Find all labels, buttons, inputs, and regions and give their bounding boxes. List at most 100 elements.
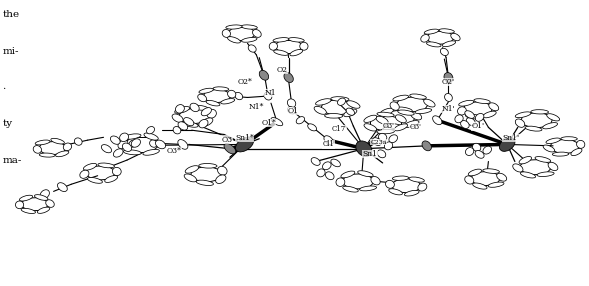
- Ellipse shape: [421, 35, 429, 42]
- Text: O3*: O3*: [167, 147, 181, 155]
- Ellipse shape: [389, 135, 398, 143]
- Ellipse shape: [274, 50, 288, 55]
- Ellipse shape: [577, 140, 585, 148]
- Ellipse shape: [80, 170, 89, 178]
- Ellipse shape: [143, 149, 160, 155]
- Ellipse shape: [39, 153, 55, 157]
- Ellipse shape: [542, 123, 558, 129]
- Text: ma-: ma-: [2, 156, 22, 164]
- Ellipse shape: [415, 109, 432, 114]
- Ellipse shape: [120, 133, 128, 142]
- Ellipse shape: [15, 201, 24, 209]
- Ellipse shape: [201, 108, 211, 116]
- Ellipse shape: [364, 124, 376, 131]
- Ellipse shape: [411, 112, 422, 120]
- Text: Sn1': Sn1': [502, 134, 519, 142]
- Text: O2: O2: [277, 65, 287, 74]
- Ellipse shape: [118, 140, 128, 149]
- Text: O3': O3': [382, 122, 395, 130]
- Text: .: .: [2, 82, 6, 91]
- Ellipse shape: [531, 110, 548, 114]
- Ellipse shape: [55, 151, 69, 157]
- Ellipse shape: [241, 37, 257, 42]
- Ellipse shape: [317, 169, 325, 177]
- Ellipse shape: [213, 87, 229, 91]
- Ellipse shape: [488, 182, 504, 187]
- Ellipse shape: [475, 114, 484, 121]
- Ellipse shape: [483, 169, 499, 173]
- Ellipse shape: [271, 118, 283, 126]
- Ellipse shape: [520, 172, 535, 178]
- Ellipse shape: [409, 177, 425, 182]
- Ellipse shape: [389, 189, 402, 195]
- Ellipse shape: [347, 101, 360, 108]
- Ellipse shape: [51, 138, 64, 144]
- Text: O1: O1: [287, 107, 298, 115]
- Ellipse shape: [515, 112, 531, 118]
- Ellipse shape: [198, 94, 207, 102]
- Ellipse shape: [155, 140, 166, 149]
- Ellipse shape: [525, 126, 542, 131]
- Ellipse shape: [475, 150, 484, 158]
- Ellipse shape: [497, 173, 507, 181]
- Ellipse shape: [40, 190, 49, 199]
- Ellipse shape: [182, 121, 198, 127]
- Ellipse shape: [74, 138, 82, 145]
- Ellipse shape: [390, 102, 399, 110]
- Ellipse shape: [395, 115, 406, 123]
- Ellipse shape: [458, 107, 466, 115]
- Ellipse shape: [466, 118, 475, 126]
- Ellipse shape: [84, 163, 97, 170]
- Ellipse shape: [442, 41, 456, 47]
- Ellipse shape: [101, 145, 111, 153]
- Ellipse shape: [176, 105, 184, 113]
- Ellipse shape: [185, 166, 198, 173]
- Ellipse shape: [131, 139, 140, 147]
- Ellipse shape: [284, 73, 293, 82]
- Ellipse shape: [344, 109, 357, 117]
- Ellipse shape: [324, 136, 333, 145]
- Ellipse shape: [445, 94, 452, 102]
- Ellipse shape: [300, 42, 308, 50]
- Ellipse shape: [455, 115, 463, 123]
- Ellipse shape: [224, 144, 236, 154]
- Ellipse shape: [423, 99, 435, 107]
- Ellipse shape: [543, 145, 555, 152]
- Ellipse shape: [221, 99, 235, 104]
- Ellipse shape: [394, 124, 408, 131]
- Ellipse shape: [483, 111, 496, 118]
- Ellipse shape: [316, 99, 331, 105]
- Ellipse shape: [111, 136, 120, 144]
- Ellipse shape: [489, 103, 499, 111]
- Ellipse shape: [395, 107, 412, 112]
- Ellipse shape: [253, 29, 262, 37]
- Ellipse shape: [199, 120, 208, 128]
- Ellipse shape: [393, 95, 409, 101]
- Ellipse shape: [325, 114, 343, 118]
- Ellipse shape: [392, 176, 409, 180]
- Ellipse shape: [196, 180, 213, 186]
- Ellipse shape: [372, 138, 381, 146]
- Ellipse shape: [341, 171, 355, 178]
- Ellipse shape: [222, 29, 230, 37]
- Ellipse shape: [206, 100, 220, 106]
- Ellipse shape: [207, 109, 216, 118]
- Text: the: the: [2, 10, 19, 19]
- Ellipse shape: [248, 45, 256, 52]
- Ellipse shape: [405, 190, 419, 196]
- Ellipse shape: [234, 92, 243, 100]
- Ellipse shape: [227, 90, 236, 98]
- Ellipse shape: [58, 183, 67, 192]
- Ellipse shape: [346, 108, 355, 115]
- Ellipse shape: [336, 178, 345, 186]
- Ellipse shape: [513, 164, 523, 172]
- Ellipse shape: [63, 143, 72, 151]
- Ellipse shape: [422, 141, 431, 151]
- Ellipse shape: [499, 138, 515, 151]
- Ellipse shape: [236, 137, 254, 152]
- Text: mi-: mi-: [2, 47, 19, 56]
- Ellipse shape: [323, 162, 331, 170]
- Ellipse shape: [410, 94, 426, 99]
- Ellipse shape: [287, 107, 296, 114]
- Ellipse shape: [468, 169, 482, 176]
